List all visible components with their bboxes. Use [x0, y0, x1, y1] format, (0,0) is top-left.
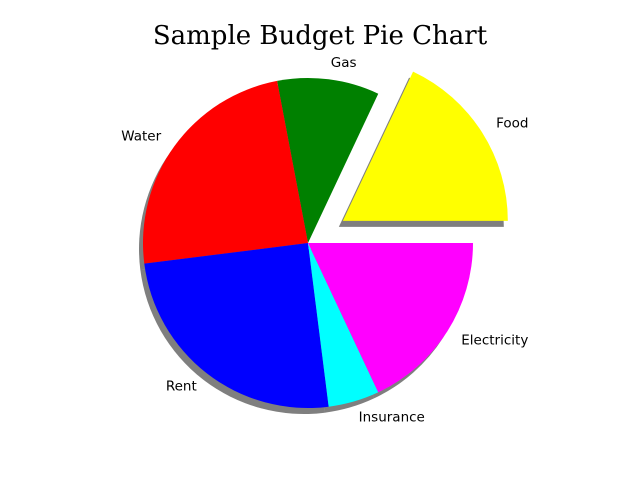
pie-slice-gas — [277, 77, 379, 243]
pie-slice-insurance — [308, 243, 379, 407]
pie-slice-layer — [142, 71, 508, 409]
pie-label-water: Water — [121, 128, 161, 144]
pie-label-food: Food — [496, 116, 528, 132]
pie-label-insurance: Insurance — [359, 409, 425, 425]
pie-label-layer: Food Gas Water Rent Insurance Electricity — [121, 55, 528, 425]
chart-title: Sample Budget Pie Chart — [152, 21, 488, 51]
pie-label-rent: Rent — [166, 378, 197, 394]
pie-slice-rent — [144, 243, 329, 409]
pie-slice-water — [142, 80, 308, 264]
pie-slice-food — [342, 71, 508, 221]
pie-slice-electricity — [308, 243, 473, 393]
pie-label-gas: Gas — [331, 55, 357, 71]
pie-label-electricity: Electricity — [461, 332, 528, 348]
